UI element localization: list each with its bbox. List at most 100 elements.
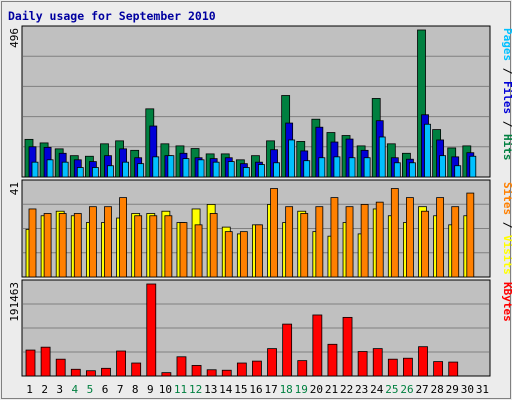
legend-part: /	[501, 114, 512, 134]
bar-sites-day-25	[390, 188, 399, 278]
panel-background	[21, 25, 491, 178]
bar-pages-day-19	[303, 160, 311, 178]
bar-kbytes-day-1	[25, 349, 36, 377]
chart-title: Daily usage for September 2010	[8, 9, 216, 23]
bar-pages-day-28	[439, 155, 447, 178]
legend-part: Pages	[501, 28, 512, 61]
series-legend-label: Sites / Visits	[501, 182, 512, 275]
bar-sites-day-6	[104, 206, 112, 278]
x-tick-label-day-14: 14	[219, 383, 233, 396]
bar-kbytes-day-13	[206, 369, 217, 377]
bar-pages-day-11	[182, 158, 190, 178]
bar-kbytes-day-18	[282, 323, 293, 377]
bar-sites-day-17	[270, 188, 278, 278]
x-tick-label-day-5: 5	[87, 383, 94, 396]
bar-sites-day-7	[119, 197, 127, 278]
bar-kbytes-day-10	[161, 372, 172, 377]
x-tick-label-day-16: 16	[249, 383, 262, 396]
bar-sites-day-8	[134, 215, 143, 278]
bar-sites-day-4	[73, 213, 82, 278]
x-tick-label-day-21: 21	[325, 383, 338, 396]
bar-kbytes-day-17	[267, 348, 277, 377]
x-tick-label-day-28: 28	[431, 383, 444, 396]
chart-panels: 496 Pages / Files / Hits 41 Sites / Visits 1…	[8, 25, 512, 377]
bar-pages-day-26	[409, 162, 416, 178]
bar-kbytes-day-21	[327, 343, 338, 377]
bar-sites-day-3	[58, 213, 67, 278]
x-tick-label-day-27: 27	[415, 383, 428, 396]
x-tick-label-day-18: 18	[280, 383, 293, 396]
x-tick-label-day-6: 6	[102, 383, 109, 396]
bar-kbytes-day-19	[297, 360, 308, 377]
x-tick-label-day-15: 15	[234, 383, 247, 396]
bar-kbytes-day-9	[146, 283, 157, 377]
bar-kbytes-day-8	[131, 362, 142, 377]
bar-sites-day-2	[43, 213, 52, 278]
bar-pages-day-22	[348, 157, 356, 178]
bar-kbytes-day-22	[342, 316, 353, 377]
x-tick-label-day-20: 20	[310, 383, 323, 396]
y-max-label: 41	[8, 182, 21, 195]
x-tick-label-day-3: 3	[56, 383, 63, 396]
bar-kbytes-day-2	[40, 346, 51, 377]
bar-sites-day-22	[345, 206, 354, 278]
bar-pages-day-25	[393, 162, 401, 178]
bar-pages-day-7	[122, 161, 129, 178]
bar-pages-day-21	[333, 156, 341, 178]
bar-pages-day-9	[152, 156, 160, 178]
bar-sites-day-13	[209, 213, 218, 278]
legend-part: /	[501, 215, 512, 235]
bar-kbytes-day-16	[252, 360, 262, 377]
legend-part: Sites	[501, 182, 512, 215]
bar-kbytes-day-5	[85, 370, 96, 377]
bar-kbytes-day-6	[101, 367, 111, 377]
bar-pages-day-24	[378, 136, 386, 178]
bar-sites-day-21	[330, 197, 339, 278]
bar-kbytes-day-4	[70, 368, 81, 377]
series-kbytes	[25, 283, 459, 377]
series-sites	[28, 188, 475, 278]
bar-sites-day-12	[194, 224, 203, 278]
bar-sites-day-15	[239, 231, 248, 278]
bar-kbytes-day-7	[116, 350, 126, 377]
x-tick-label-day-4: 4	[72, 383, 79, 396]
x-tick-label-day-7: 7	[117, 383, 124, 396]
bar-pages-day-30	[469, 155, 477, 178]
x-tick-label-day-2: 2	[41, 383, 48, 396]
bar-pages-day-23	[363, 157, 371, 178]
bar-kbytes-day-23	[357, 351, 368, 377]
series-legend-label: KBytes	[501, 282, 512, 322]
x-tick-label-day-8: 8	[132, 383, 139, 396]
bar-sites-day-18	[285, 206, 294, 278]
bar-sites-day-1	[28, 208, 37, 278]
hits-files-pages-panel: 496 Pages / Files / Hits	[8, 25, 512, 178]
bar-pages-day-20	[318, 157, 326, 178]
bar-sites-day-29	[451, 206, 460, 278]
bar-kbytes-day-28	[433, 361, 444, 377]
bar-sites-day-24	[375, 201, 384, 278]
bar-sites-day-14	[224, 231, 233, 278]
bar-sites-day-28	[436, 197, 445, 278]
bar-pages-day-6	[107, 165, 114, 178]
bar-kbytes-day-14	[221, 369, 232, 377]
x-tick-label-day-26: 26	[400, 383, 413, 396]
x-tick-label-day-13: 13	[204, 383, 217, 396]
y-max-label: 496	[8, 28, 21, 48]
x-tick-label-day-31: 31	[476, 383, 489, 396]
bar-pages-day-12	[197, 159, 205, 178]
x-axis: 1 2 3 4 5 6 7 8 9 10 11 12 13 14 15 16 17 18 19 20 21 22 23 24 2…	[26, 383, 489, 396]
x-tick-label-day-10: 10	[159, 383, 172, 396]
bar-pages-day-17	[273, 162, 280, 178]
bar-kbytes-day-25	[387, 358, 398, 377]
bar-kbytes-day-3	[55, 358, 66, 377]
x-tick-label-day-25: 25	[385, 383, 398, 396]
visits-sites-panel: 41 Sites / Visits	[8, 179, 512, 278]
bar-pages-day-13	[212, 161, 220, 178]
legend-part: Files	[501, 81, 512, 114]
x-tick-label-day-1: 1	[26, 383, 33, 396]
bar-sites-day-19	[300, 213, 309, 278]
bar-sites-day-30	[466, 192, 475, 278]
bar-kbytes-day-12	[191, 365, 202, 377]
x-tick-label-day-19: 19	[295, 383, 308, 396]
